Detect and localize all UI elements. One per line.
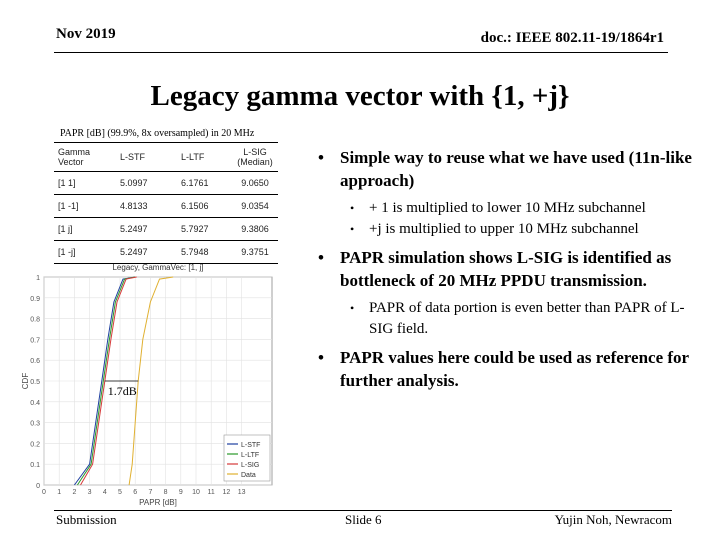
x-tick-label: 8 [164, 489, 168, 496]
table-cell: 5.2497 [116, 217, 177, 241]
table-header-cell: L-SIG (Median) [232, 142, 278, 172]
y-tick-label: 1 [36, 275, 40, 282]
sub-bullet-text: PAPR of data portion is even better than… [369, 300, 685, 337]
footer-author: Yujin Noh, Newracom [554, 512, 672, 527]
table-cell: 9.0650 [232, 171, 278, 195]
legend-label: L-SIG [241, 462, 259, 469]
table-cell: 5.7927 [177, 217, 232, 241]
slide-title: Legacy gamma vector with {1, +j} [150, 80, 570, 112]
sub-bullet-text: +j is multiplied to upper 10 MHz subchan… [369, 221, 639, 237]
header-rule [54, 52, 668, 53]
sub-bullet-item: • + 1 is multiplied to lower 10 MHz subc… [310, 198, 700, 219]
x-axis-label: PAPR [dB] [139, 498, 177, 507]
legend-label: L-STF [241, 442, 260, 449]
y-axis-label: CDF [21, 373, 30, 390]
series-line-data [128, 276, 174, 486]
table-cell: 9.0354 [232, 194, 278, 218]
y-tick-label: 0.5 [30, 379, 40, 386]
bullet-marker: • [318, 348, 324, 367]
bullet-text: PAPR values here could be used as refere… [340, 348, 689, 390]
sub-bullet-text: + 1 is multiplied to lower 10 MHz subcha… [369, 200, 646, 216]
x-tick-label: 12 [223, 489, 231, 496]
chart-title: Legacy, GammaVec: [1, j] [112, 263, 203, 272]
table-cell: 9.3751 [232, 240, 278, 264]
bullet-marker: • [318, 248, 324, 267]
table-header-cell: L-LTF [177, 142, 232, 172]
bullet-text: PAPR simulation shows L-SIG is identifie… [340, 248, 672, 290]
y-tick-label: 0 [36, 483, 40, 490]
y-tick-label: 0.3 [30, 421, 40, 428]
table-cell: 5.0997 [116, 171, 177, 195]
y-tick-label: 0.4 [30, 400, 40, 407]
x-tick-label: 4 [103, 489, 107, 496]
table-cell: [1 j] [54, 217, 116, 241]
table-row: [1 -1] 4.8133 6.1506 9.0354 [54, 194, 278, 218]
x-tick-label: 10 [192, 489, 200, 496]
x-tick-label: 3 [88, 489, 92, 496]
footer-slide-number: Slide 6 [345, 512, 382, 527]
x-tick-label: 11 [208, 489, 215, 496]
x-tick-label: 7 [148, 489, 152, 496]
sub-bullet-item: • +j is multiplied to upper 10 MHz subch… [310, 219, 700, 240]
table-cell: [1 -1] [54, 194, 116, 218]
x-tick-label: 2 [72, 489, 76, 496]
header-doc-id: doc.: IEEE 802.11-19/1864r1 [480, 30, 664, 46]
footer-submission: Submission [56, 512, 117, 527]
sub-bullet-item: • PAPR of data portion is even better th… [310, 298, 700, 340]
table-cell: 4.8133 [116, 194, 177, 218]
x-tick-label: 0 [42, 489, 46, 496]
series-line-l-stf [73, 276, 136, 486]
table-row: [1 j] 5.2497 5.7927 9.3806 [54, 217, 278, 241]
table-row: [1 -j] 5.2497 5.7948 9.3751 [54, 240, 278, 264]
footer-rule [54, 510, 672, 511]
bullet-marker: • [318, 148, 324, 167]
table-cell: [1 1] [54, 171, 116, 195]
table-row: [1 1] 5.0997 6.1761 9.0650 [54, 171, 278, 195]
papr-table: Gamma Vector L-STF L-LTF L-SIG (Median) … [54, 142, 278, 264]
table-header-cell: Gamma Vector [54, 142, 116, 172]
table-cell: 5.2497 [116, 240, 177, 264]
y-tick-label: 0.8 [30, 317, 40, 324]
series-line-l-sig [80, 276, 137, 486]
legend-label: Data [241, 472, 256, 479]
table-cell: 6.1506 [177, 194, 232, 218]
y-tick-label: 0.9 [30, 296, 40, 303]
table-cell: 5.7948 [177, 240, 232, 264]
x-tick-label: 13 [238, 489, 246, 496]
header-date: Nov 2019 [56, 26, 116, 42]
table-cell: 6.1761 [177, 171, 232, 195]
x-tick-label: 6 [133, 489, 137, 496]
x-tick-label: 9 [179, 489, 183, 496]
bullet-item: • Simple way to reuse what we have used … [310, 146, 700, 192]
annotation-label: 1.7dB [108, 384, 137, 398]
cdf-chart: 00.10.20.30.40.50.60.70.80.910 1 2 3 4 5 6 7 8 9 1… [21, 263, 273, 507]
table-caption: PAPR [dB] (99.9%, 8x oversampled) in 20 … [60, 128, 255, 139]
bullet-list: • Simple way to reuse what we have used … [310, 146, 700, 392]
bullet-item: • PAPR values here could be used as refe… [310, 346, 700, 392]
bullet-item: • PAPR simulation shows L-SIG is identif… [310, 246, 700, 292]
table-cell: [1 -j] [54, 240, 116, 264]
table-cell: 9.3806 [232, 217, 278, 241]
table-header-cell: L-STF [116, 142, 177, 172]
bullet-marker: • [350, 301, 355, 315]
bullet-text: Simple way to reuse what we have used (1… [340, 148, 692, 190]
table-header-row: Gamma Vector L-STF L-LTF L-SIG (Median) [54, 142, 278, 172]
legend-box [223, 434, 271, 482]
legend-label: L-LTF [241, 452, 259, 459]
y-tick-label: 0.2 [30, 441, 40, 448]
bullet-marker: • [350, 201, 355, 215]
x-tick-label: 1 [57, 489, 61, 496]
series-line-l-ltf [76, 276, 136, 486]
y-tick-label: 0.1 [30, 462, 40, 469]
bullet-marker: • [350, 222, 355, 236]
x-tick-label: 5 [118, 489, 122, 496]
y-tick-label: 0.6 [30, 358, 40, 365]
y-tick-label: 0.7 [30, 337, 40, 344]
